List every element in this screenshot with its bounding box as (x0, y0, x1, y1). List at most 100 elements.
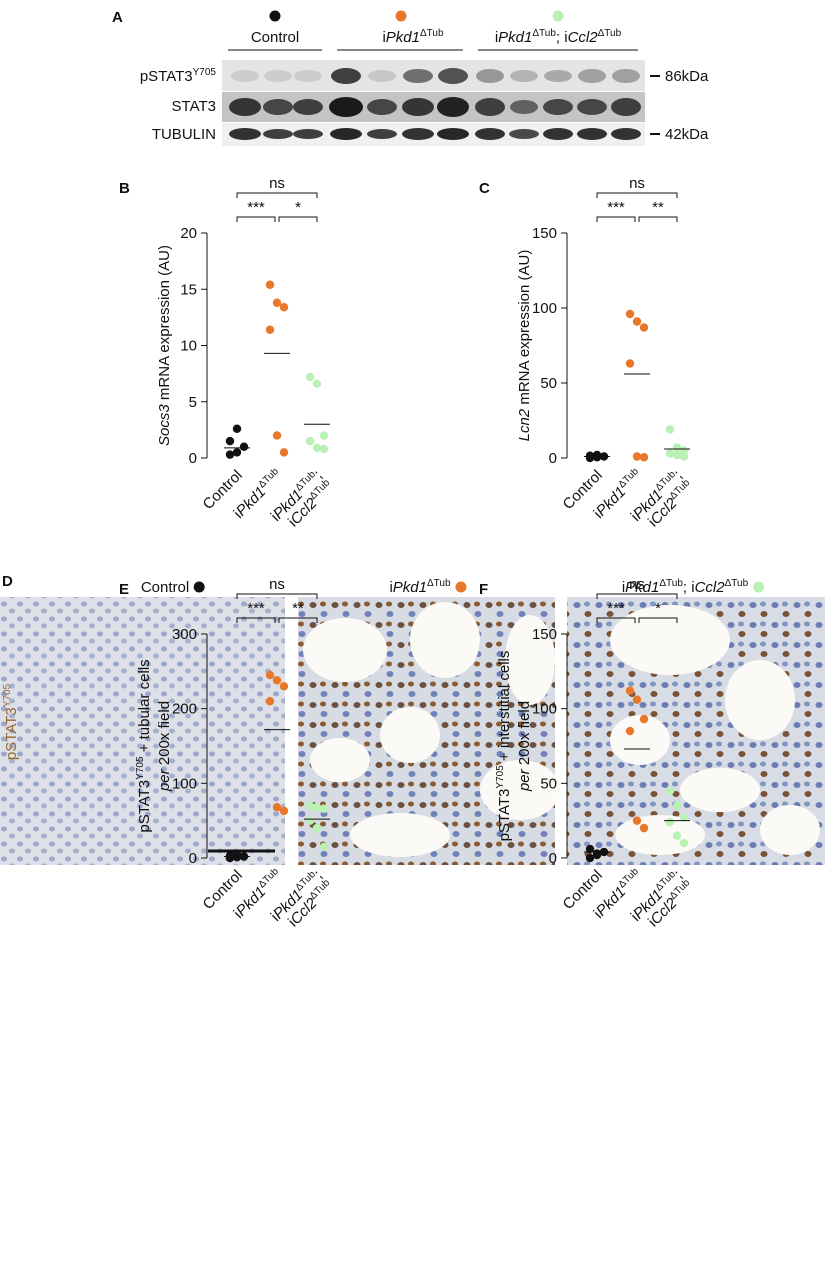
blot-row-label: TUBULIN (152, 126, 216, 143)
significance-bracket (236, 617, 276, 623)
significance-label: *** (247, 600, 265, 617)
image-label-part: i (389, 579, 392, 596)
y-axis-label-part: 200x field (516, 701, 533, 769)
y-tick-label: 0 (549, 450, 557, 467)
image-label-part: ΔTub (659, 578, 683, 589)
image-label-part: Control (141, 579, 189, 596)
legend-dot (552, 10, 564, 22)
data-point (672, 801, 682, 810)
y-axis-label: Lcn2 mRNA expression (AU) (516, 250, 533, 442)
data-point (639, 323, 649, 332)
significance-bracket (236, 593, 318, 599)
significance-label: ** (652, 199, 664, 216)
data-point (232, 424, 242, 433)
data-point (239, 442, 249, 451)
image-label-part: Pkd1 (393, 579, 427, 596)
panel-letter: D (2, 573, 13, 590)
data-point (272, 803, 282, 812)
group-label-part: ΔTub (532, 28, 556, 39)
x-tick-label-part: ΔTub (616, 866, 641, 891)
y-tick-label: 50 (540, 775, 557, 792)
significance-bracket (596, 593, 678, 599)
data-point (585, 451, 595, 460)
y-axis-label-part: Lcn2 (516, 408, 533, 441)
data-point (585, 844, 595, 854)
y-axis-label-part: Y705 (135, 756, 146, 780)
data-point (279, 682, 289, 691)
group-label-part: Pkd1 (498, 29, 532, 46)
data-point (672, 443, 682, 452)
stain-label-part: Y705 (2, 683, 13, 707)
data-point (639, 714, 649, 724)
y-tick-label: 150 (532, 626, 557, 643)
y-tick-label: 0 (549, 850, 557, 867)
significance-label: ns (269, 576, 285, 593)
significance-bracket (638, 617, 678, 623)
y-tick-label: 50 (540, 375, 557, 392)
data-point (625, 686, 635, 695)
significance-label: *** (607, 199, 625, 216)
data-point (679, 446, 689, 455)
panel-letter: A (112, 9, 123, 26)
significance-label: * (655, 600, 661, 617)
data-point (265, 670, 275, 680)
data-point (232, 850, 242, 859)
blot-row-label-part: TUBULIN (152, 126, 216, 143)
significance-bracket (278, 617, 318, 623)
legend-dot (193, 581, 205, 593)
data-point (679, 838, 689, 848)
data-point (319, 431, 329, 440)
group-label-part: i (495, 29, 498, 46)
data-point (672, 831, 682, 840)
data-point (319, 444, 329, 454)
data-point (225, 450, 235, 459)
group-label: iPkd1ΔTub; iCcl2ΔTub (495, 28, 622, 46)
size-marker: 42kDa (665, 126, 709, 143)
data-point (672, 450, 682, 460)
data-point (319, 842, 329, 851)
y-axis-label: pSTAT3Y705 + interstitial cellsper 200x … (495, 651, 533, 842)
significance-bracket (596, 617, 636, 623)
y-tick-label: 100 (172, 775, 197, 792)
image-label: Control (141, 579, 189, 596)
data-point (639, 453, 649, 462)
significance-label: ns (629, 175, 645, 192)
y-axis-label-part: + tubular cells (136, 659, 153, 756)
significance-label: ns (629, 576, 645, 593)
y-tick-label: 20 (180, 225, 197, 242)
data-point (319, 804, 329, 813)
group-label: iPkd1ΔTub (382, 28, 444, 46)
data-point (312, 379, 322, 388)
legend-dot (395, 10, 407, 22)
data-point (592, 849, 602, 858)
data-point (625, 726, 635, 736)
data-point (625, 309, 635, 319)
significance-bracket (236, 216, 276, 222)
group-label-part: i (382, 29, 385, 46)
y-axis-label: pSTAT3Y705 + tubular cellsper 200x field (135, 659, 173, 832)
data-point (305, 372, 315, 382)
x-tick-label-part: ΔTub (256, 866, 281, 891)
group-label-part: ; i (556, 29, 568, 46)
group-label-part: Pkd1 (386, 29, 420, 46)
significance-bracket (638, 216, 678, 222)
y-tick-label: 15 (180, 281, 197, 298)
data-point (632, 816, 642, 825)
panel-letter: E (119, 581, 129, 598)
y-axis-label-part: pSTAT3 (496, 789, 513, 842)
data-point (265, 280, 275, 289)
legend-dot (753, 581, 765, 593)
blot-row-label-part: STAT3 (172, 98, 216, 115)
x-tick-label-part: ΔTub (256, 466, 281, 491)
data-point (305, 816, 315, 825)
data-point (592, 450, 602, 460)
y-axis-label-part: Socs3 (156, 404, 173, 446)
image-label-part: ΔTub (725, 578, 749, 589)
y-tick-label: 300 (172, 626, 197, 643)
image-label-part: ΔTub (427, 578, 451, 589)
data-point (312, 823, 322, 833)
significance-label: *** (247, 199, 265, 216)
y-axis-label-part: per (156, 768, 173, 792)
significance-bracket (278, 216, 318, 222)
group-label-part: ΔTub (420, 28, 444, 39)
